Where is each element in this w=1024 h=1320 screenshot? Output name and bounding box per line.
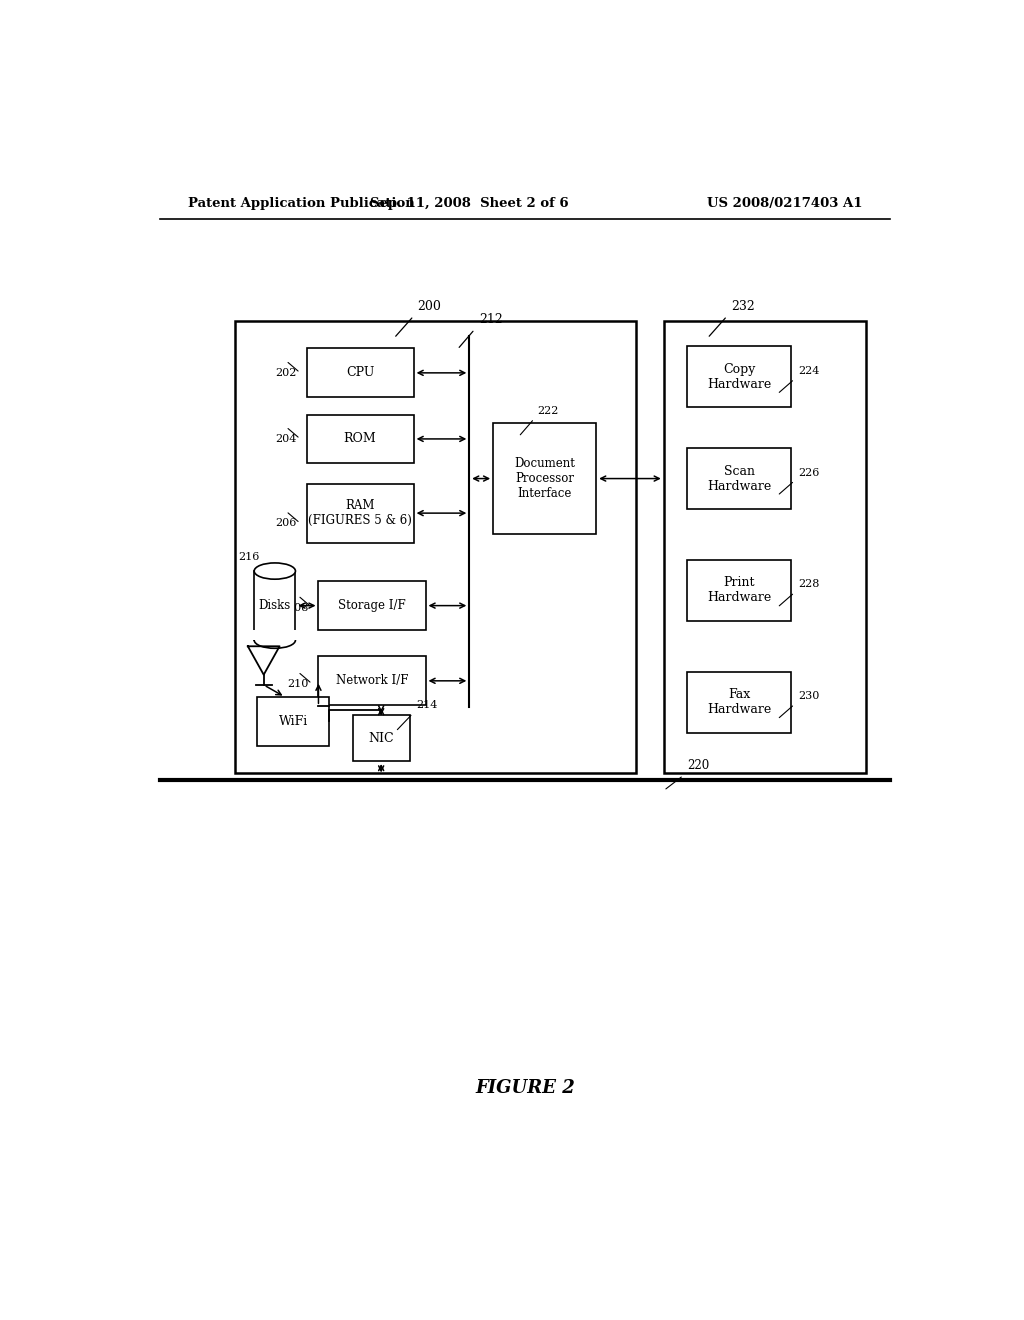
Bar [494,422,596,535]
Text: US 2008/0217403 A1: US 2008/0217403 A1 [707,197,862,210]
Text: 222: 222 [538,405,559,416]
Bar [318,581,426,630]
Text: FIGURE 2: FIGURE 2 [475,1080,574,1097]
Bar [687,560,791,620]
Text: 204: 204 [274,434,296,444]
Text: 226: 226 [798,467,819,478]
Bar [687,346,791,408]
Text: 218: 218 [273,635,295,645]
Bar [306,483,414,543]
Text: 216: 216 [239,552,260,562]
Bar [687,672,791,733]
Text: WiFi: WiFi [279,715,307,729]
Text: 202: 202 [274,368,296,378]
Text: ROM: ROM [344,433,377,445]
Text: 210: 210 [287,678,308,689]
Text: NIC: NIC [369,731,394,744]
Text: Sep. 11, 2008  Sheet 2 of 6: Sep. 11, 2008 Sheet 2 of 6 [370,197,568,210]
Bar [664,321,866,774]
Text: Patent Application Publication: Patent Application Publication [187,197,415,210]
Bar [687,447,791,510]
Bar [306,414,414,463]
Text: Network I/F: Network I/F [336,675,409,688]
Text: 230: 230 [798,692,819,701]
Text: Scan
Hardware: Scan Hardware [707,465,771,492]
Ellipse shape [254,632,296,648]
Text: 232: 232 [731,300,755,313]
Text: 212: 212 [479,313,503,326]
Bar [306,348,414,397]
Text: CPU: CPU [346,367,375,379]
Text: 206: 206 [274,519,296,528]
Ellipse shape [254,562,296,579]
Bar [352,715,410,762]
Text: Copy
Hardware: Copy Hardware [707,363,771,391]
Bar [253,630,297,640]
Bar [254,572,296,640]
Text: 214: 214 [416,701,437,710]
Text: Disks: Disks [259,599,291,612]
Text: 220: 220 [687,759,709,772]
Text: Storage I/F: Storage I/F [338,599,406,612]
Bar [236,321,636,774]
Text: RAM
(FIGURES 5 & 6): RAM (FIGURES 5 & 6) [308,499,412,527]
Bar [257,697,329,746]
Bar [318,656,426,705]
Text: 200: 200 [418,300,441,313]
Text: 228: 228 [798,579,819,589]
Text: Document
Processor
Interface: Document Processor Interface [514,457,575,500]
Text: 208: 208 [287,603,308,612]
Text: Print
Hardware: Print Hardware [707,577,771,605]
Text: Fax
Hardware: Fax Hardware [707,688,771,717]
Text: 224: 224 [798,366,819,376]
